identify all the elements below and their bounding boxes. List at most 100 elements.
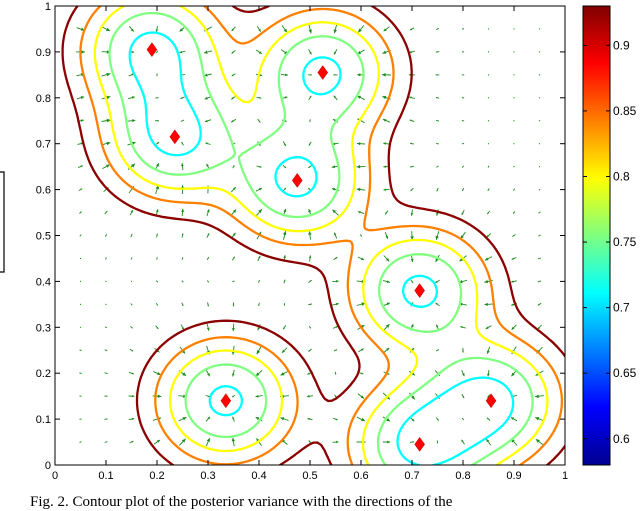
quiver-arrow (410, 142, 414, 145)
quiver-arrow (104, 395, 108, 397)
quiver-arrow (461, 439, 465, 445)
quiver-arrow (232, 416, 235, 422)
quiver-arrow (410, 187, 414, 192)
x-tick-label: 0.5 (302, 470, 317, 482)
quiver-arrow (461, 119, 465, 122)
quiver-dot (487, 74, 490, 76)
quiver-arrow (231, 73, 236, 77)
sample-marker-diamond (414, 283, 425, 299)
quiver-arrow (435, 279, 440, 284)
quiver-arrow (308, 279, 312, 284)
quiver-arrow (153, 439, 161, 445)
quiver-arrow (231, 437, 235, 447)
quiver-arrow (104, 372, 108, 375)
colorbar-ticks: 0.6 0.65 0.7 0.75 0.8 0.85 0.9 (583, 38, 637, 446)
quiver-arrow (538, 211, 541, 214)
quiver-arrow (203, 50, 213, 54)
quiver-arrow (485, 438, 492, 446)
quiver-arrow (128, 417, 135, 421)
quiver-arrow (461, 28, 465, 30)
quiver-arrow (206, 233, 210, 238)
quiver-arrow (102, 164, 110, 169)
quiver-arrow (101, 118, 111, 123)
sample-marker-diamond (317, 65, 329, 80)
quiver-arrow (408, 96, 416, 100)
quiver-arrow (101, 72, 111, 77)
quiver-arrow (181, 163, 184, 171)
quiver-arrow (280, 370, 289, 376)
quiver-arrow (231, 95, 236, 100)
quiver-arrow (155, 50, 159, 54)
colorbar-tick-label: 0.7 (613, 301, 630, 315)
quiver-arrow (156, 73, 158, 77)
quiver-arrow (487, 188, 490, 191)
quiver-arrow (105, 257, 107, 260)
colorbar-tick-label: 0.9 (613, 38, 630, 52)
quiver-arrow (127, 119, 136, 123)
colorbar (582, 5, 611, 466)
quiver-dot (105, 303, 107, 305)
quiver-arrow (181, 233, 184, 238)
quiver-arrow (128, 371, 135, 375)
quiver-arrow (356, 416, 366, 422)
quiver-arrow (281, 25, 288, 33)
quiver-arrow (535, 417, 544, 422)
quiver-arrow (333, 24, 338, 34)
quiver-arrow (461, 74, 465, 76)
quiver-arrow (129, 348, 134, 352)
quiver-arrow (308, 141, 312, 146)
quiver-arrow (384, 210, 389, 215)
quiver-arrow (537, 280, 542, 283)
y-tick-label: 1 (45, 1, 51, 13)
figure-caption: Fig. 2. Contour plot of the posterior va… (30, 494, 453, 510)
quiver-dot (513, 120, 515, 122)
quiver-dot (130, 280, 133, 282)
quiver-arrow (104, 349, 108, 352)
colorbar-tick-label: 0.6 (613, 432, 630, 446)
quiver-arrow (436, 143, 439, 145)
quiver-arrow (76, 96, 85, 100)
x-tick-label: 0.7 (404, 470, 419, 482)
quiver-arrow (511, 257, 517, 260)
quiver-arrow (308, 95, 312, 100)
quiver-arrow (308, 348, 312, 352)
quiver-arrow (408, 392, 416, 400)
y-tick-label: 0.6 (36, 185, 51, 197)
quiver-arrow (130, 233, 133, 238)
quiver-dot (538, 120, 541, 122)
quiver-arrow (333, 95, 338, 101)
quiver-arrow (333, 49, 338, 55)
quiver-arrow (282, 164, 287, 169)
quiver-dot (105, 280, 107, 282)
quiver-arrow (282, 141, 287, 147)
y-tick-label: 0 (45, 460, 51, 472)
quiver-dot (513, 28, 515, 30)
quiver-arrow (256, 96, 262, 99)
quiver-arrow (255, 394, 263, 398)
quiver-arrow (512, 211, 516, 214)
y-tick-label: 0.4 (36, 276, 51, 288)
quiver-arrow (381, 73, 392, 77)
quiver-arrow (181, 257, 184, 260)
quiver-arrow (383, 255, 390, 262)
quiver-arrow (178, 416, 187, 422)
quiver-arrow (232, 302, 235, 307)
quiver-arrow (332, 325, 339, 329)
quiver-arrow (409, 441, 415, 443)
quiver-arrow (101, 26, 111, 32)
quiver-arrow (180, 96, 185, 100)
quiver-arrow (104, 418, 108, 420)
quiver-arrow (435, 96, 440, 99)
quiver-arrow (435, 51, 440, 53)
quiver-arrow (382, 302, 391, 307)
quiver-arrow (410, 254, 414, 263)
sample-marker-diamond (414, 436, 425, 452)
quiver-arrow (436, 440, 439, 444)
y-tick-label: 0.3 (36, 322, 51, 334)
quiver-arrow (436, 187, 439, 192)
quiver-arrow (155, 325, 159, 330)
quiver-arrow (538, 234, 541, 237)
quiver-dot (487, 97, 490, 99)
contour-line (93, 6, 549, 465)
quiver-arrow (307, 418, 313, 421)
